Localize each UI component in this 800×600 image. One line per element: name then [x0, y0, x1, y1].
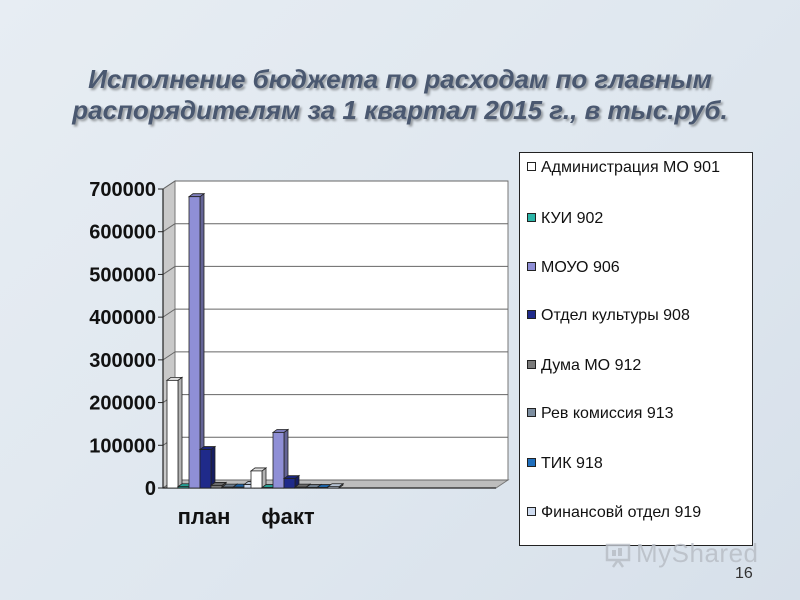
bar-face	[283, 478, 296, 489]
y-tick-label: 500000	[89, 264, 156, 286]
bar	[165, 376, 184, 489]
bar-face	[199, 192, 205, 489]
bar	[187, 192, 206, 489]
x-category-label: факт	[261, 504, 314, 529]
legend-label: КУИ 902	[541, 210, 604, 227]
title-line-1: Исполнение бюджета по расходам по главны…	[88, 64, 712, 94]
legend-swatch	[527, 310, 536, 319]
legend-label: Администрация МО 901	[541, 159, 720, 176]
x-category-label: план	[178, 504, 231, 529]
bar-face	[210, 445, 216, 489]
bar	[249, 467, 268, 489]
gridline-side	[162, 266, 176, 275]
y-tick-label: 600000	[89, 222, 156, 244]
legend-label: МОУО 906	[541, 259, 620, 276]
page-number: 16	[735, 565, 753, 582]
gridline-side	[162, 308, 176, 318]
chart-legend: Администрация МО 901 КУИ 902 МОУО 906 Отдел…	[519, 152, 753, 546]
bar-face	[210, 485, 223, 489]
slide-title: Исполнение бюджета по расходам по главны…	[40, 64, 760, 126]
watermark-text: MyShared	[636, 538, 759, 568]
y-tick-label: 700000	[89, 179, 156, 201]
legend-swatch	[527, 458, 536, 467]
bar	[271, 428, 290, 489]
bar-face	[250, 470, 263, 489]
legend-swatch	[527, 360, 536, 369]
bar-face	[232, 486, 245, 489]
bar-face	[272, 432, 285, 489]
bar-face	[177, 486, 190, 489]
legend-swatch	[527, 507, 536, 516]
legend-label: Рев комиссия 913	[541, 405, 674, 422]
bar-face	[261, 487, 274, 489]
y-tick-label: 100000	[89, 435, 156, 457]
bar-face	[305, 487, 318, 489]
legend-label: ТИК 918	[541, 455, 603, 472]
y-tick-label: 300000	[89, 350, 156, 372]
gridline-side	[162, 180, 176, 190]
bar-face	[188, 196, 201, 489]
title-line-2: распорядителям за 1 квартал 2015 г., в т…	[72, 95, 728, 125]
bar-face	[316, 487, 329, 489]
legend-swatch	[527, 213, 536, 222]
bar-face	[294, 486, 307, 489]
bar-face	[221, 486, 234, 489]
y-tick-label: 400000	[89, 307, 156, 329]
legend-swatch	[527, 162, 536, 171]
gridline-side	[162, 351, 176, 361]
bar	[326, 482, 345, 489]
bar-face	[177, 376, 183, 489]
bar-face	[199, 449, 212, 489]
legend-swatch	[527, 262, 536, 271]
presentation-board-icon	[605, 543, 631, 568]
legend-label: Отдел культуры 908	[541, 307, 690, 324]
legend-label: Дума МО 912	[541, 357, 642, 374]
y-tick-label: 200000	[89, 393, 156, 415]
gridline-side	[162, 223, 176, 233]
y-tick-label: 0	[145, 478, 156, 500]
legend-label: Финансовй отдел 919	[541, 504, 702, 521]
bar	[198, 445, 217, 489]
chart-back-wall	[174, 180, 509, 481]
legend-swatch	[527, 408, 536, 417]
bar-face	[166, 379, 179, 489]
bar-face	[327, 486, 340, 489]
